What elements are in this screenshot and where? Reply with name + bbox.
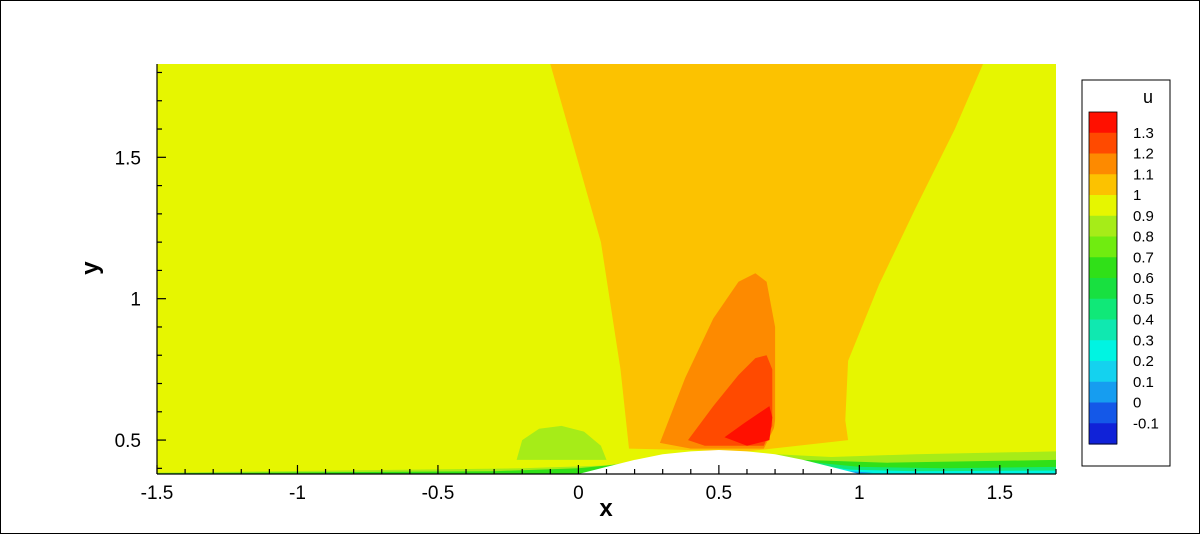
legend-swatch [1089,195,1117,217]
plot-area [157,64,1056,474]
legend-swatch [1089,298,1117,321]
legend-swatch [1089,174,1117,196]
contour-airfoil-bump [578,450,860,474]
legend-level-label: 0 [1133,395,1141,412]
axes: -1.5 -1 -0.5 0 0.5 1 1.5 0.5 1 1.5 [115,64,1057,504]
legend-swatch [1089,319,1117,341]
legend-level-label: 1.1 [1133,166,1154,183]
legend-title: u [1143,87,1153,107]
legend-level-label: 0.8 [1133,229,1154,246]
colorbar-legend: u 1.3 1.2 1.1 1 0.9 0.8 0.7 0.6 0.5 0.4 0.3 0.2 0.1 0… [1081,79,1171,467]
y-tick-label: 0.5 [115,431,141,452]
contour-shock-edge-sliver [772,403,781,441]
legend-swatch [1089,361,1117,383]
legend-swatch [1089,257,1117,279]
legend-swatch [1089,381,1117,404]
y-axis-title: y [77,261,104,275]
legend-level-label: 0.6 [1133,270,1154,287]
legend-swatch-frame [1088,111,1118,445]
x-tick-label: -0.5 [422,483,455,504]
y-tick-label: 1 [130,290,141,311]
legend-swatch [1089,132,1117,155]
legend-swatch [1089,340,1117,362]
legend-level-label: 0.3 [1133,332,1154,349]
legend-level-label: -0.1 [1133,415,1159,432]
legend-swatch [1089,215,1117,238]
legend-swatch [1089,236,1117,258]
legend-level-label: 0.2 [1133,353,1154,370]
legend-level-label: 0.7 [1133,249,1154,266]
contour-supersonic-fan [550,64,983,452]
contour-accel-core-1.4 [724,406,773,446]
x-tick-label: -1 [289,483,306,504]
legend-level-label: 0.5 [1133,291,1154,308]
legend-level-label: 1.2 [1133,146,1154,163]
legend-level-label: 0.9 [1133,208,1154,225]
legend-level-label: 0.1 [1133,374,1154,391]
x-tick-label: 0.5 [706,483,732,504]
legend-level-label: 0.4 [1133,312,1154,329]
x-tick-label: -1.5 [141,483,174,504]
y-tick-label: 1.5 [115,148,141,169]
legend-swatch [1089,278,1117,300]
x-axis-title: x [599,495,613,522]
contour-wake-0.3 [775,457,1056,474]
x-tick-label: 1.5 [987,483,1013,504]
legend-swatch [1089,112,1117,134]
legend-swatch [1089,402,1117,424]
contour-leading-edge-bump [516,425,607,460]
legend-level-label: 1.3 [1133,125,1154,142]
x-tick-label: 0 [573,483,584,504]
x-tick-label: 1 [854,483,865,504]
legend-swatch [1089,153,1117,175]
legend-swatch [1089,423,1117,445]
legend-level-label: 1 [1133,187,1141,204]
